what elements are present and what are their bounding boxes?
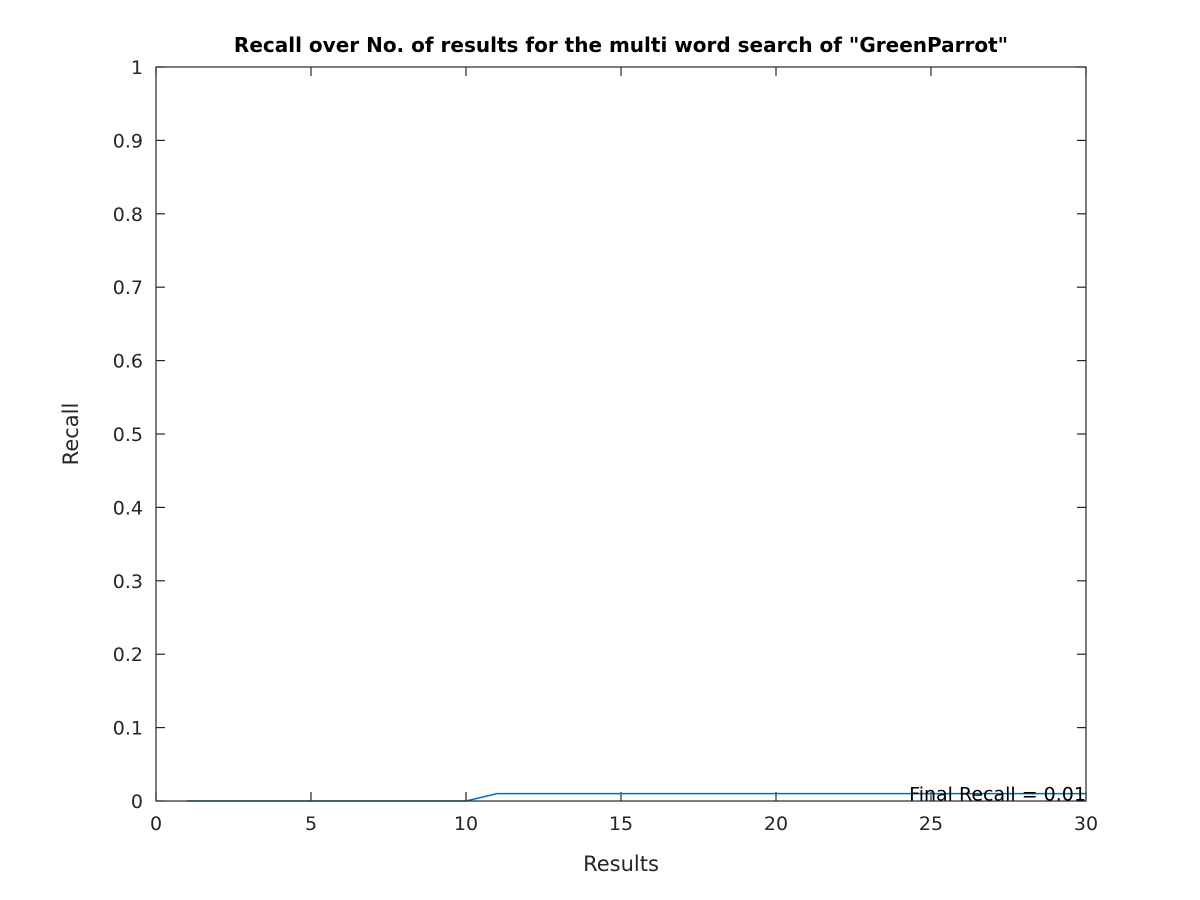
axes-box — [155, 66, 1087, 802]
y-axis-label: Recall — [59, 403, 83, 466]
x-tick-label: 0 — [150, 813, 162, 835]
y-tick-label: 0.3 — [113, 571, 143, 593]
y-tick-label: 0.9 — [113, 130, 143, 152]
x-tick-label: 10 — [454, 813, 478, 835]
y-tick-label: 0.1 — [113, 718, 143, 740]
y-tick-labels: 0 0.1 0.2 0.3 0.4 0.5 0.6 0.7 0.8 0.9 1 — [113, 57, 143, 813]
y-tick-label: 0.5 — [113, 424, 143, 446]
y-tick-label: 0.7 — [113, 277, 143, 299]
y-tick-label: 0.4 — [113, 497, 143, 519]
chart-title: Recall over No. of results for the multi… — [234, 33, 1008, 57]
y-tick-label: 0.8 — [113, 204, 143, 226]
x-tick-label: 15 — [609, 813, 633, 835]
plot-area — [156, 67, 1086, 801]
y-tick-label: 1 — [131, 57, 143, 79]
y-tick-label: 0 — [131, 791, 143, 813]
x-tick-label: 25 — [919, 813, 943, 835]
x-tick-labels: 0 5 10 15 20 25 30 — [150, 813, 1098, 835]
x-tick-label: 30 — [1074, 813, 1098, 835]
x-tick-label: 5 — [305, 813, 317, 835]
annotation-layer: Final Recall = 0.01 — [909, 784, 1086, 806]
y-tick-label: 0.6 — [113, 351, 143, 373]
x-tick-label: 20 — [764, 813, 788, 835]
x-axis-label: Results — [583, 852, 659, 876]
y-tick-label: 0.2 — [113, 644, 143, 666]
final-recall-annotation: Final Recall = 0.01 — [909, 784, 1086, 806]
